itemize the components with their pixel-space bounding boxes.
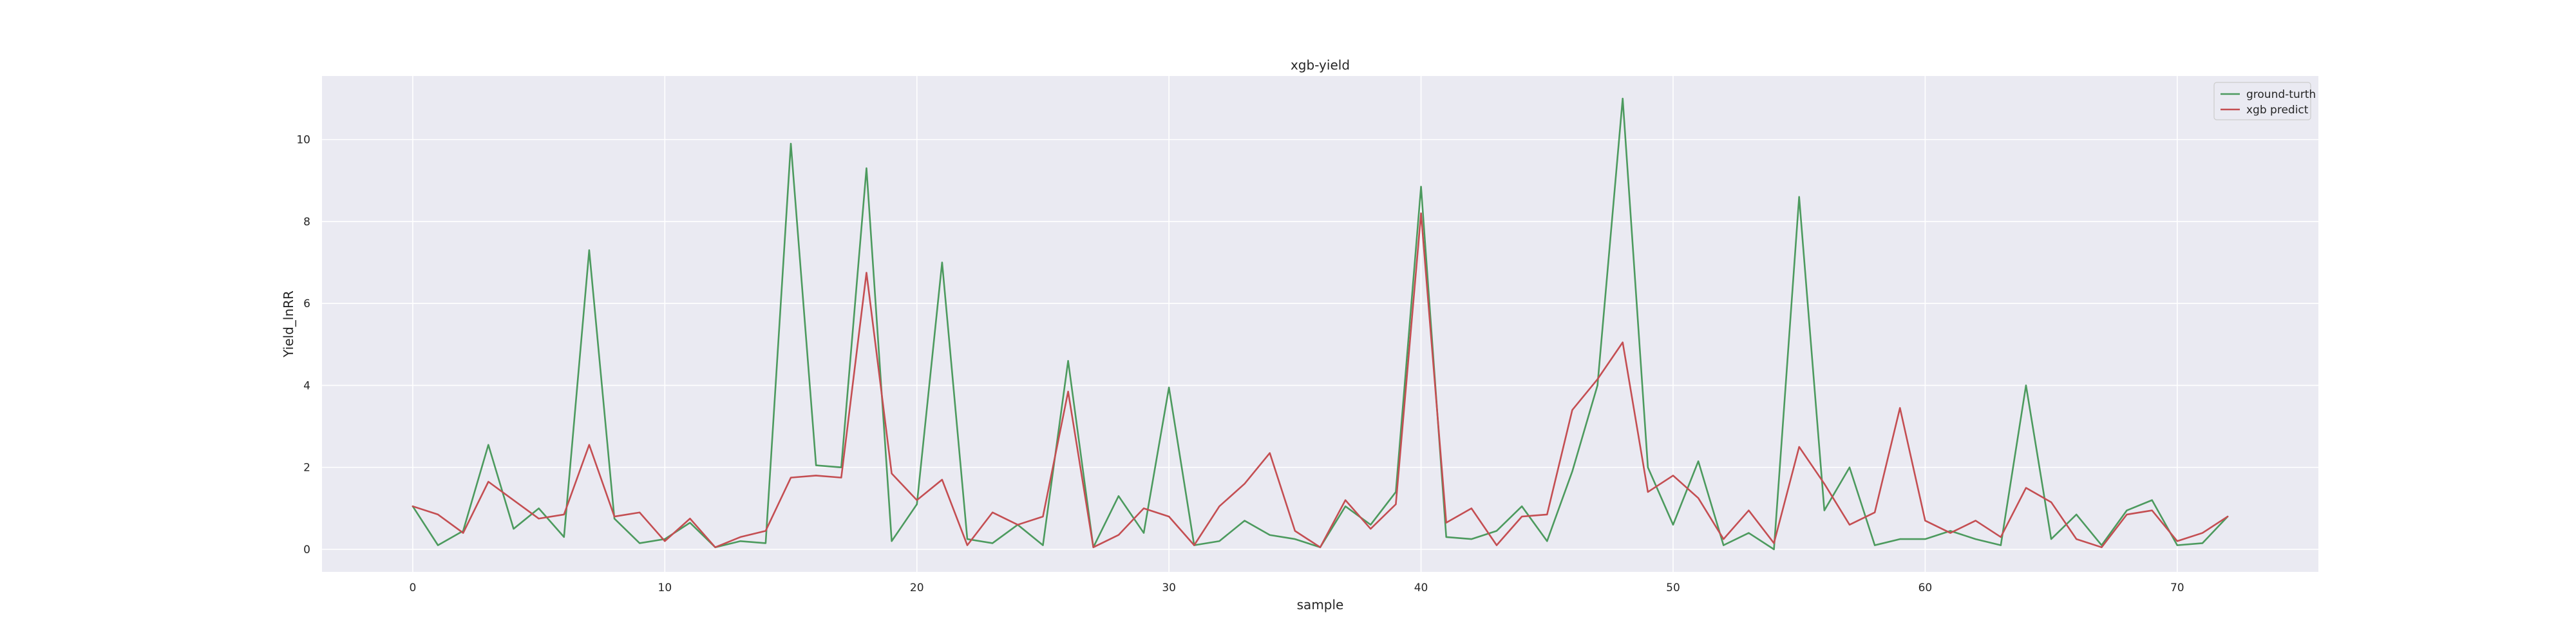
y-tick-label-5: 10	[296, 134, 310, 147]
grid-lines	[322, 76, 2318, 572]
x-tick-label-4: 40	[1414, 582, 1428, 594]
x-tick-label-2: 20	[910, 582, 924, 594]
legend: ground-turth xgb predict	[2213, 82, 2316, 120]
y-axis-label: Yield_lnRR	[281, 290, 296, 358]
y-tick-label-1: 2	[303, 462, 310, 475]
chart-title: xgb-yield	[1291, 57, 1350, 73]
legend-label-1: xgb predict	[2246, 104, 2309, 117]
tick-labels: 0 10 20 30 40 50 60 70 0 2 4 6 8 10	[296, 134, 2184, 594]
x-tick-label-6: 60	[1918, 582, 1933, 594]
x-tick-label-0: 0	[409, 582, 416, 594]
x-tick-label-3: 30	[1162, 582, 1176, 594]
legend-label-0: ground-turth	[2246, 88, 2316, 101]
y-tick-label-0: 0	[303, 544, 310, 556]
series-line-1	[412, 212, 2229, 549]
y-tick-label-3: 6	[303, 298, 310, 310]
legend-box	[2213, 82, 2311, 120]
series-layer	[412, 97, 2229, 551]
y-tick-label-2: 4	[303, 379, 310, 392]
x-axis-label: sample	[1297, 597, 1344, 612]
plot-area	[322, 76, 2318, 572]
x-tick-label-7: 70	[2170, 582, 2184, 594]
x-tick-label-5: 50	[1666, 582, 1680, 594]
x-tick-label-1: 10	[658, 582, 672, 594]
y-tick-label-4: 8	[303, 216, 310, 229]
